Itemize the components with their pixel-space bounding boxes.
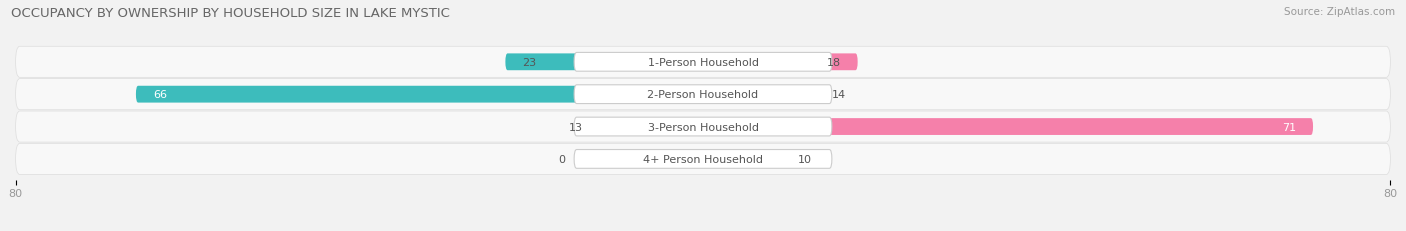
FancyBboxPatch shape [703,119,1313,135]
Legend: Owner-occupied, Renter-occupied: Owner-occupied, Renter-occupied [581,228,825,231]
Text: OCCUPANCY BY OWNERSHIP BY HOUSEHOLD SIZE IN LAKE MYSTIC: OCCUPANCY BY OWNERSHIP BY HOUSEHOLD SIZE… [11,7,450,20]
FancyBboxPatch shape [592,119,703,135]
FancyBboxPatch shape [574,118,832,136]
Text: 23: 23 [523,58,537,67]
FancyBboxPatch shape [15,47,1391,78]
Text: 14: 14 [832,90,846,100]
FancyBboxPatch shape [703,54,858,71]
FancyBboxPatch shape [505,54,703,71]
FancyBboxPatch shape [703,151,789,168]
Text: 66: 66 [153,90,167,100]
FancyBboxPatch shape [136,86,703,103]
FancyBboxPatch shape [574,53,832,72]
FancyBboxPatch shape [15,79,1391,110]
FancyBboxPatch shape [574,85,832,104]
Text: 18: 18 [827,58,841,67]
FancyBboxPatch shape [574,150,832,169]
Text: 1-Person Household: 1-Person Household [648,58,758,67]
FancyBboxPatch shape [703,86,824,103]
FancyBboxPatch shape [15,144,1391,175]
Text: 13: 13 [568,122,582,132]
Text: 0: 0 [558,154,565,164]
Text: Source: ZipAtlas.com: Source: ZipAtlas.com [1284,7,1395,17]
Text: 4+ Person Household: 4+ Person Household [643,154,763,164]
Text: 71: 71 [1282,122,1296,132]
Text: 3-Person Household: 3-Person Household [648,122,758,132]
FancyBboxPatch shape [15,112,1391,143]
Text: 2-Person Household: 2-Person Household [647,90,759,100]
Text: 10: 10 [797,154,811,164]
